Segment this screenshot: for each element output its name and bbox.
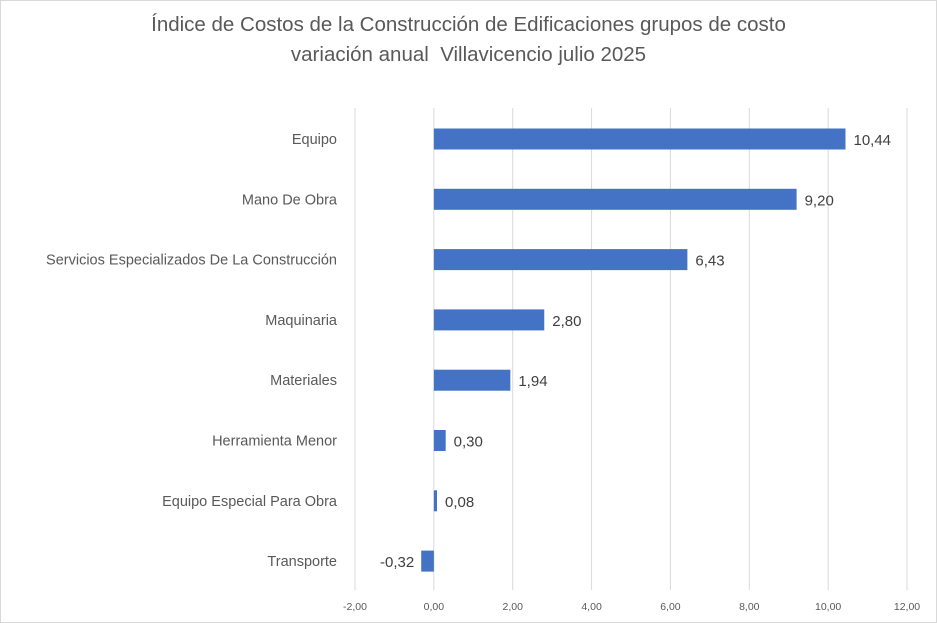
bar	[433, 249, 688, 271]
data-label: 2,80	[552, 313, 581, 330]
x-tick-label: 10,00	[815, 601, 841, 613]
chart-title-line-2: variación anual Villavicencio julio 2025	[290, 43, 647, 66]
bars	[421, 128, 846, 572]
category-label: Maquinaria	[265, 313, 338, 329]
x-tick-label: 6,00	[660, 601, 681, 613]
x-tick-label: -2,00	[343, 601, 367, 613]
data-label: 0,08	[445, 494, 474, 511]
bar	[433, 369, 511, 391]
x-tick-label: 12,00	[894, 601, 920, 613]
gridlines	[354, 108, 908, 590]
bar	[433, 490, 438, 512]
category-label: Equipo Especial Para Obra	[162, 494, 338, 510]
x-tick-label: 2,00	[502, 601, 523, 613]
bar	[433, 309, 545, 331]
x-tick-label: 0,00	[424, 601, 445, 613]
labels: -2,00 0,00 2,00 4,00 6,00 8,00 10,00 12,00 Equip…	[46, 132, 920, 613]
category-label: Mano De Obra	[242, 192, 338, 208]
chart-title-line-1: Índice de Costos de la Construcción de E…	[151, 13, 786, 36]
data-label: -0,32	[380, 554, 414, 571]
data-label: 10,44	[853, 132, 891, 149]
data-label: 9,20	[805, 192, 834, 209]
x-tick-label: 8,00	[739, 601, 760, 613]
category-label: Servicios Especializados De La Construcc…	[46, 253, 337, 269]
bar	[421, 550, 434, 572]
bar	[433, 188, 797, 210]
data-label: 0,30	[454, 434, 483, 451]
x-tick-label: 4,00	[581, 601, 602, 613]
data-label: 1,94	[518, 373, 547, 390]
chart-title: Índice de Costos de la Construcción de E…	[0, 10, 937, 70]
data-label: 6,43	[695, 253, 724, 270]
category-label: Materiales	[270, 373, 337, 389]
category-label: Transporte	[267, 554, 337, 570]
category-label: Herramienta Menor	[212, 434, 337, 450]
bar	[433, 128, 846, 150]
bar	[433, 430, 446, 451]
category-label: Equipo	[292, 132, 337, 148]
